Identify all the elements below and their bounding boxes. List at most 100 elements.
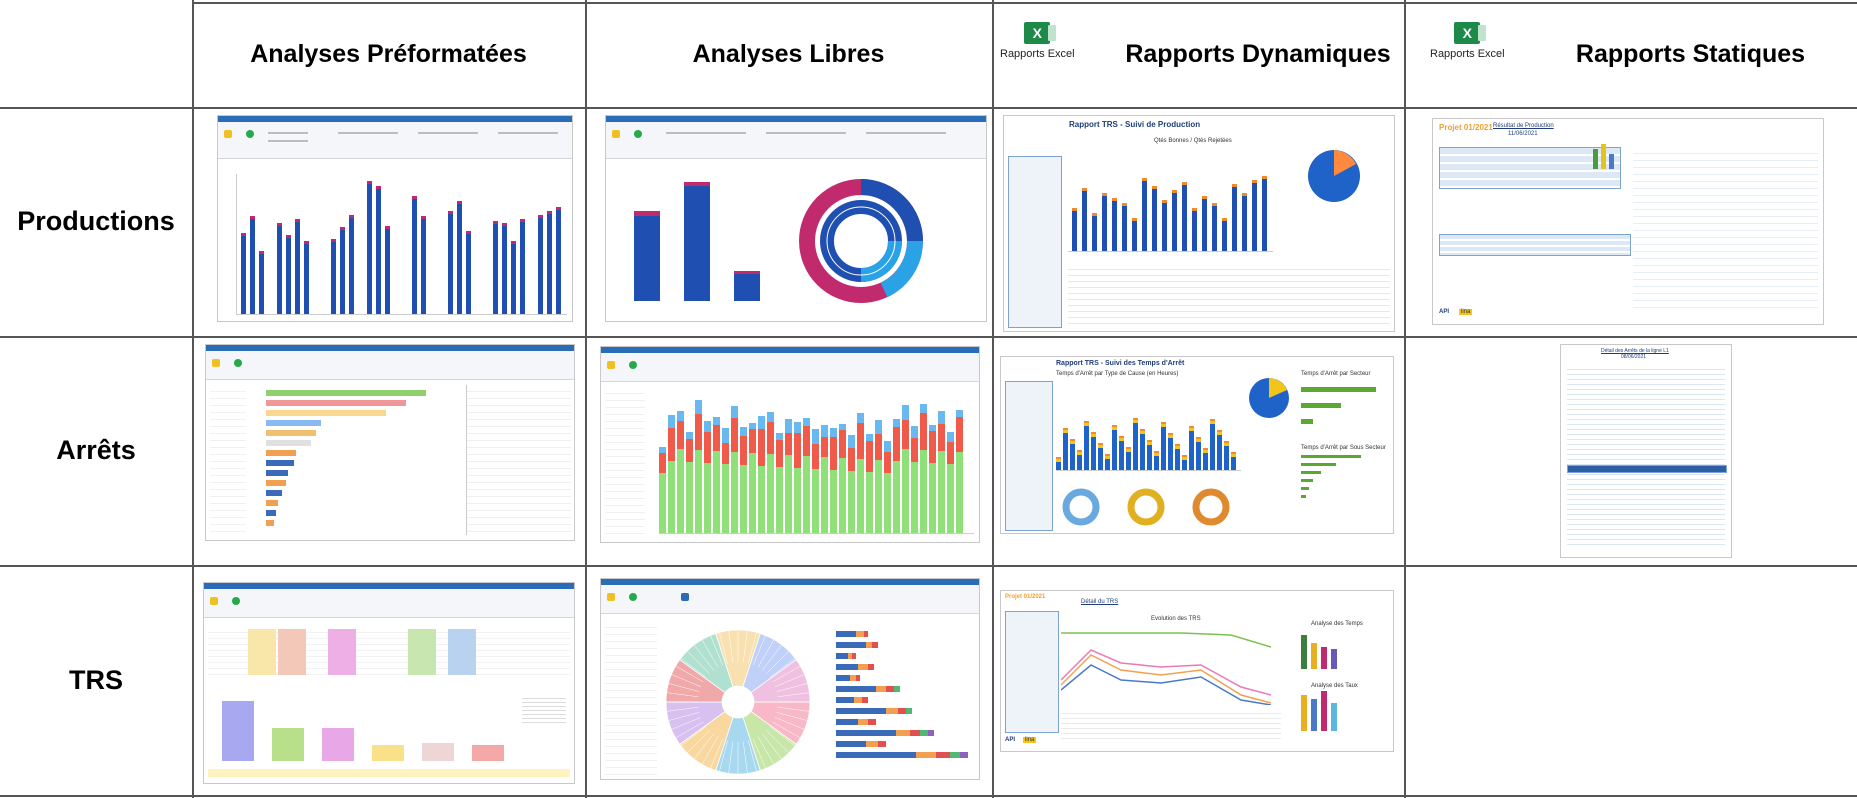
bar [910, 730, 920, 736]
row-header-label: TRS [69, 664, 123, 695]
grid-line [992, 0, 994, 798]
thumbnail-arrets-rapports-statiques[interactable]: Détail des Arrêts de la ligne L1 08/06/2… [1560, 344, 1732, 558]
bar [1262, 179, 1267, 251]
bar [758, 466, 765, 533]
sunburst-divider [693, 733, 714, 760]
bar [634, 216, 660, 301]
thumbnail-productions-analyses-libres[interactable] [605, 115, 987, 322]
grid-line [585, 0, 587, 798]
thumbnail-productions-rapports-dynamiques[interactable]: Rapport TRS - Suivi de Production Qtés B… [1003, 115, 1395, 332]
bar [1311, 699, 1317, 731]
bar [1593, 149, 1598, 169]
bar [856, 675, 860, 681]
thumbnail-trs-rapports-dynamiques[interactable]: Projet 01/2021 Détail du TRS Evolution d… [1000, 590, 1394, 752]
bar [866, 642, 872, 648]
bar [858, 719, 868, 725]
bar [1609, 154, 1614, 169]
bar [266, 480, 286, 486]
window-titlebar [601, 579, 979, 585]
sunburst-divider [686, 650, 710, 674]
bar [421, 216, 426, 219]
bar [1072, 208, 1077, 211]
ribbon-icon [210, 597, 218, 605]
bar [493, 221, 498, 224]
thumbnail-trs-analyses-preformatees[interactable] [203, 582, 575, 784]
tree-panel [210, 385, 246, 535]
thumbnail-arrets-analyses-libres[interactable] [600, 346, 980, 543]
bar [936, 752, 950, 758]
bar [911, 426, 918, 438]
bar [1112, 425, 1117, 427]
bar [1056, 462, 1061, 470]
row-header-trs: TRS [0, 565, 192, 795]
bar [713, 417, 720, 425]
bar [1232, 184, 1237, 187]
sunburst-divider [762, 733, 783, 760]
bar [1172, 190, 1177, 193]
grid-line [0, 565, 1857, 567]
bar [266, 400, 406, 406]
bar [266, 510, 276, 516]
thumbnail-arrets-rapports-dynamiques[interactable]: Rapport TRS - Suivi des Temps d'Arrêt Te… [1000, 356, 1394, 534]
thumbnail-arrets-analyses-preformatees[interactable] [205, 344, 575, 541]
chart-subtitle: Temps d'Arrêt par Type de Cause (en Heur… [1056, 371, 1179, 377]
bar [1210, 424, 1215, 470]
bar [836, 642, 866, 648]
bar [1203, 448, 1208, 450]
bar [1122, 206, 1127, 251]
grid-line [0, 795, 1857, 797]
bar [1202, 196, 1207, 199]
bar [776, 440, 783, 467]
bar [821, 425, 828, 437]
bar [457, 204, 462, 314]
bar [1161, 424, 1166, 427]
ratio-table [1633, 147, 1818, 312]
bar [634, 211, 660, 216]
bar [677, 421, 684, 449]
sunburst-chart [665, 629, 811, 775]
bar [875, 460, 882, 533]
thumbnail-productions-rapports-statiques[interactable]: Projet 01/2021 Résultat de Production 11… [1432, 118, 1824, 325]
bar [1168, 433, 1173, 435]
bar [277, 226, 282, 314]
chart-subtitle: Analyse des Taux [1311, 683, 1358, 689]
bar [722, 464, 729, 533]
bar [502, 223, 507, 226]
bar [878, 741, 886, 747]
thumbnail-productions-analyses-preformatees[interactable] [217, 115, 573, 322]
chart-subtitle: Qtés Bonnes / Qtés Rejetées [1154, 138, 1232, 144]
bar [767, 422, 774, 454]
bar [1212, 206, 1217, 251]
bar [906, 708, 912, 714]
bar [1172, 193, 1177, 251]
bar [704, 463, 711, 533]
window-titlebar [606, 116, 986, 122]
summary-table [1439, 147, 1621, 189]
bar [677, 411, 684, 421]
bar [1119, 441, 1124, 470]
bar [1098, 445, 1103, 448]
bar [331, 242, 336, 314]
bar [1112, 201, 1117, 251]
window-ribbon [601, 585, 979, 614]
bar [1105, 454, 1110, 456]
bar [659, 453, 666, 473]
bar [836, 730, 896, 736]
bar [266, 430, 316, 436]
bar [722, 428, 729, 443]
bar [794, 433, 801, 468]
bar [713, 425, 720, 451]
bar [1161, 422, 1166, 424]
bar [1147, 442, 1152, 445]
bar [898, 708, 906, 714]
bar [1262, 176, 1267, 179]
bar [1077, 450, 1082, 452]
bar [286, 238, 291, 314]
thumbnail-trs-analyses-libres[interactable] [600, 578, 980, 780]
bar [929, 425, 936, 431]
bar [1217, 430, 1222, 432]
bar [740, 465, 747, 533]
bar [868, 664, 874, 670]
bar [1084, 421, 1089, 423]
